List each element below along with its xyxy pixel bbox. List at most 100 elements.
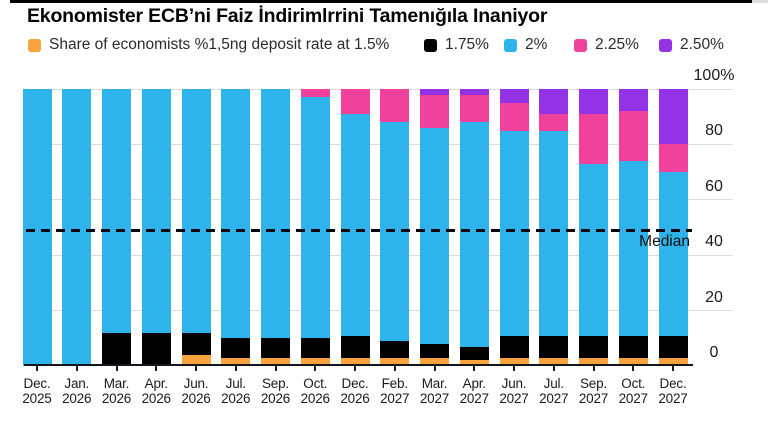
plot-area: Median [22, 88, 733, 366]
bar-segment-1.5% [499, 357, 529, 366]
gridline [26, 310, 733, 312]
bar-segment-1.75% [141, 332, 171, 366]
bar-segment-2.50% [499, 89, 529, 103]
bar-segment-2% [62, 89, 92, 366]
chart-title: Ekonomister ECB’ni Faiz İndirimlrrini Ta… [27, 5, 548, 27]
bar-segment-2% [102, 89, 131, 333]
bar-segment-1.75% [658, 335, 688, 358]
x-label-month: Oct. [303, 376, 328, 391]
bar-segment-1.75% [420, 343, 449, 358]
bar-segment-2.25% [459, 94, 489, 123]
legend-label: 1.75% [445, 36, 489, 53]
bar-segment-1.5% [539, 357, 569, 366]
x-label-month: Jul. [225, 376, 246, 391]
legend-swatch-icon [504, 38, 517, 52]
x-label-year: 2027 [658, 390, 688, 406]
bar-segment-2.50% [539, 89, 569, 114]
bar-segment-2.25% [539, 113, 569, 131]
x-label-year: 2026 [62, 390, 92, 406]
x-label-month: Sep. [262, 376, 289, 391]
x-label-year: 2027 [618, 390, 648, 406]
legend-swatch-icon [659, 38, 672, 52]
bar-segment-2% [22, 89, 52, 366]
x-label-month: Mar. [103, 376, 130, 391]
bar-segment-2.50% [618, 89, 648, 112]
bar-segment-1.5% [579, 357, 608, 366]
bar-segment-2.25% [579, 113, 608, 164]
x-tick-label: Dec. 2025 [16, 376, 58, 406]
x-tick-label: Apr. 2027 [453, 376, 495, 406]
bar-segment-2% [459, 122, 489, 347]
bar-segment-2% [300, 97, 330, 339]
x-tick-label: Oct. 2027 [612, 376, 654, 406]
x-tick [354, 366, 356, 371]
bar-segment-1.75% [380, 341, 410, 358]
bar-segment-1.75% [261, 338, 290, 358]
x-label-month: Jun. [183, 376, 209, 391]
x-label-month: Jan. [64, 376, 90, 391]
bar-segment-2.50% [459, 89, 489, 95]
legend-swatch-icon [574, 38, 587, 52]
gridline [26, 143, 733, 145]
bar-segment-2.25% [499, 102, 529, 131]
legend-label: 2% [525, 36, 548, 53]
x-tick-label: Feb. 2027 [374, 376, 416, 406]
bar-column [539, 89, 569, 366]
x-label-month: Apr. [462, 376, 486, 391]
bar-column [300, 89, 330, 366]
x-tick-label: Jul. 2027 [533, 376, 575, 406]
gridline [26, 254, 733, 256]
bar-column [618, 89, 648, 366]
y-tick-label: 80 [705, 122, 723, 140]
bar-segment-1.5% [459, 360, 489, 366]
x-label-year: 2026 [181, 390, 211, 406]
x-tick-label: Dec. 2026 [334, 376, 376, 406]
x-tick-label: Jun. 2027 [493, 376, 535, 406]
bar-segment-1.75% [340, 335, 370, 358]
x-tick-label: Mar. 2026 [96, 376, 138, 406]
bar-segment-2% [658, 172, 688, 336]
bar-segment-2% [340, 113, 370, 336]
x-tick-label: Sep. 2027 [573, 376, 615, 406]
x-tick-label: Oct. 2026 [294, 376, 336, 406]
bar-segment-2% [618, 161, 648, 336]
legend-item: 2.25% [574, 36, 639, 54]
y-tick-label: 0 [709, 344, 719, 361]
bar-segment-2.25% [340, 89, 370, 114]
bar-segment-1.75% [618, 335, 648, 358]
x-label-month: Jul. [543, 376, 564, 391]
bar-segment-1.5% [300, 357, 330, 366]
legend-item: 1.75% [424, 36, 489, 54]
x-label-month: Jun. [501, 376, 527, 391]
bar-column [420, 89, 449, 366]
bar-column [340, 89, 370, 366]
legend-label: Share of economists %1,5ng deposit rate … [49, 36, 390, 53]
x-tick-label: Mar. 2027 [414, 376, 456, 406]
x-label-year: 2026 [141, 390, 171, 406]
bar-segment-2% [141, 89, 171, 333]
bar-segment-1.5% [181, 354, 211, 366]
x-tick [672, 366, 674, 371]
x-label-year: 2027 [380, 390, 410, 406]
x-tick-label: Jun. 2026 [175, 376, 217, 406]
x-label-year: 2026 [300, 390, 330, 406]
gridline [26, 88, 733, 90]
median-label: Median [639, 233, 690, 251]
legend-item: 2% [504, 36, 547, 54]
x-tick [552, 366, 555, 371]
y-tick-label: 100% [693, 67, 735, 84]
bar-segment-2.25% [618, 111, 648, 162]
bar-segment-2.25% [420, 94, 449, 128]
x-label-year: 2026 [340, 390, 370, 406]
x-label-month: Sep. [580, 376, 607, 391]
x-tick-label: Jan. 2026 [56, 376, 98, 406]
bar-segment-1.75% [499, 335, 529, 358]
bar-segment-2% [181, 89, 211, 333]
bar-segment-1.5% [658, 357, 688, 366]
bar-column [499, 89, 529, 366]
x-tick-label: Jul. 2026 [215, 376, 257, 406]
bar-column [141, 89, 171, 366]
x-tick [36, 366, 38, 371]
x-tick [155, 366, 158, 371]
x-label-year: 2026 [260, 390, 291, 406]
